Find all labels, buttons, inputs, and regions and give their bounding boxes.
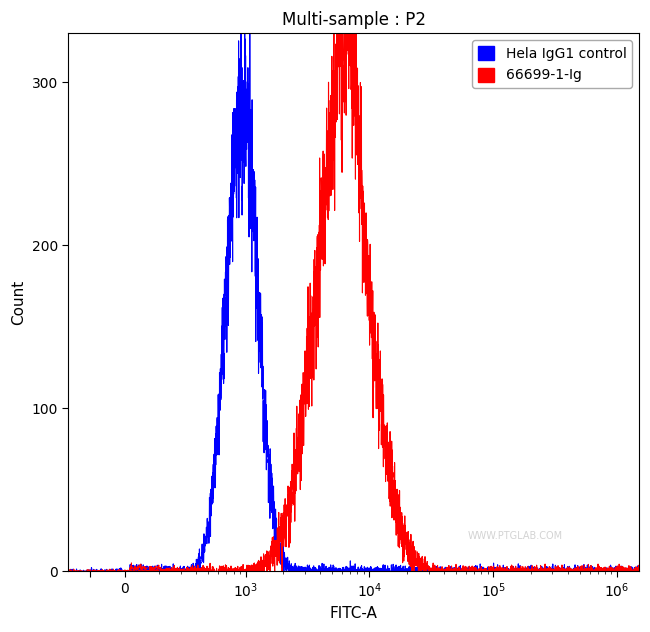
Text: WWW.PTGLAB.COM: WWW.PTGLAB.COM [468, 531, 563, 541]
X-axis label: FITC-A: FITC-A [330, 606, 378, 621]
Y-axis label: Count: Count [11, 280, 26, 325]
Legend: Hela IgG1 control, 66699-1-Ig: Hela IgG1 control, 66699-1-Ig [472, 40, 632, 88]
Title: Multi-sample : P2: Multi-sample : P2 [281, 11, 426, 29]
